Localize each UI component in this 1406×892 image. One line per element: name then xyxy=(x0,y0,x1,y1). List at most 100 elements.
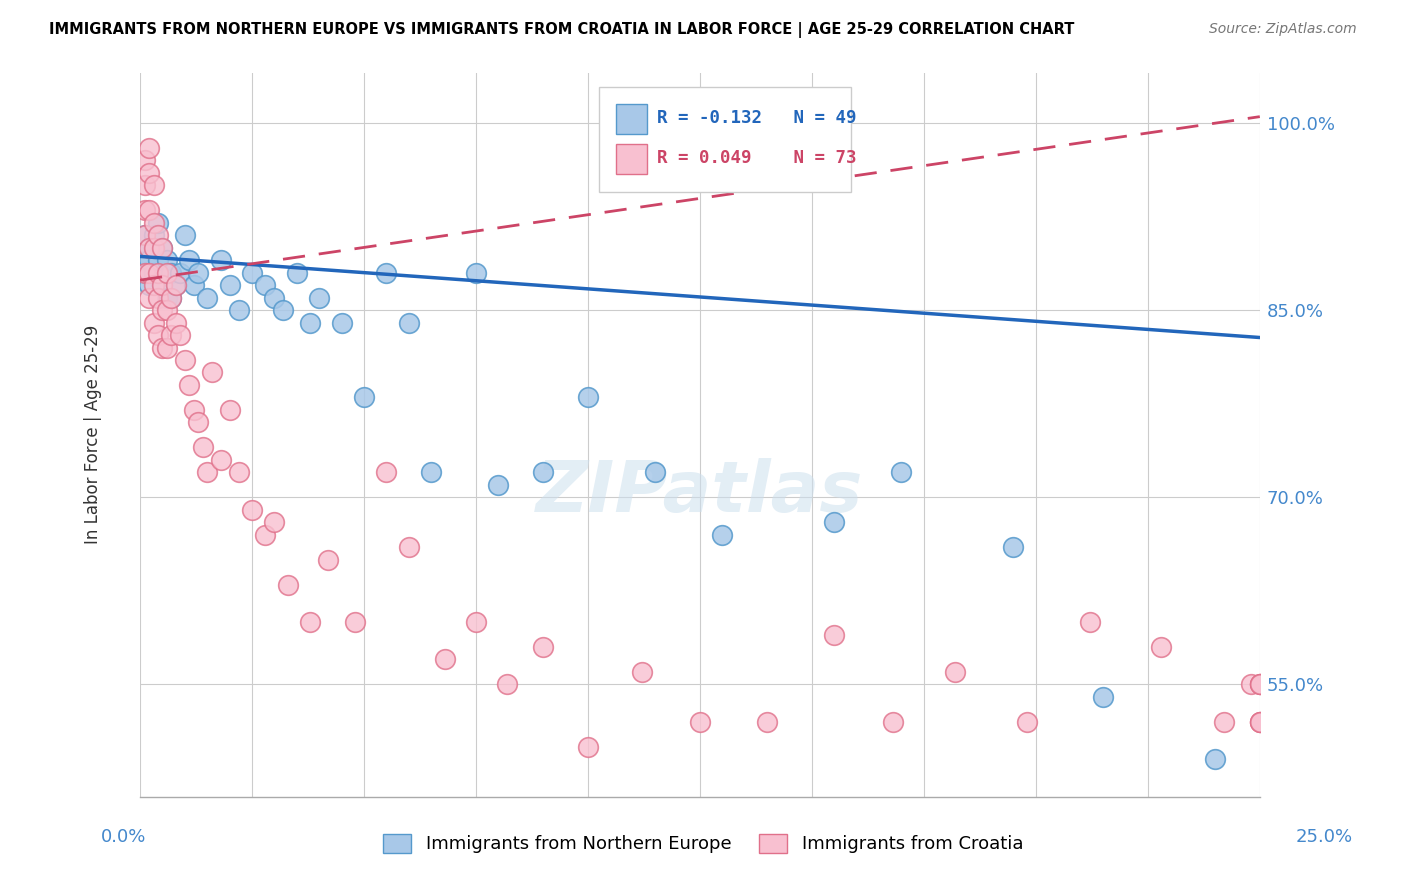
Point xyxy=(138,203,160,218)
Point xyxy=(630,665,652,679)
Point xyxy=(146,291,169,305)
Point xyxy=(152,278,174,293)
Point xyxy=(156,341,179,355)
Point xyxy=(273,303,295,318)
Point xyxy=(156,266,179,280)
Point xyxy=(1249,677,1271,691)
Point xyxy=(134,153,156,168)
Point xyxy=(138,278,160,293)
Point xyxy=(138,141,160,155)
Point xyxy=(134,178,156,193)
Point xyxy=(209,253,232,268)
Point xyxy=(263,515,285,529)
Point xyxy=(195,291,218,305)
Point xyxy=(142,316,165,330)
Point xyxy=(134,253,156,268)
Point xyxy=(165,316,187,330)
Point xyxy=(263,291,285,305)
Text: Source: ZipAtlas.com: Source: ZipAtlas.com xyxy=(1209,22,1357,37)
Point xyxy=(183,403,205,417)
Point xyxy=(1249,714,1271,729)
Point xyxy=(138,166,160,180)
Point xyxy=(375,465,398,479)
Point xyxy=(330,316,353,330)
Point xyxy=(1249,677,1271,691)
Point xyxy=(142,216,165,230)
Point xyxy=(576,391,599,405)
Point xyxy=(218,403,240,417)
Point xyxy=(142,278,165,293)
Point xyxy=(146,266,169,280)
Point xyxy=(152,278,174,293)
Point xyxy=(823,627,845,641)
Point xyxy=(254,527,277,541)
Point xyxy=(138,266,160,280)
Text: 25.0%: 25.0% xyxy=(1295,828,1353,846)
Point xyxy=(142,241,165,255)
Point xyxy=(142,228,165,243)
Text: ZIPatlas: ZIPatlas xyxy=(536,458,863,527)
Point xyxy=(285,266,308,280)
Point xyxy=(1249,714,1271,729)
Point xyxy=(138,291,160,305)
Point xyxy=(191,440,214,454)
Point xyxy=(146,253,169,268)
Point xyxy=(187,416,209,430)
Point xyxy=(183,278,205,293)
Point xyxy=(152,241,174,255)
Point xyxy=(353,391,375,405)
Point xyxy=(134,203,156,218)
Point xyxy=(576,739,599,754)
Point xyxy=(344,615,367,629)
Point xyxy=(160,266,183,280)
Point xyxy=(644,465,666,479)
Point xyxy=(316,552,339,566)
Point xyxy=(531,465,554,479)
Point xyxy=(152,341,174,355)
Point xyxy=(465,266,488,280)
Point xyxy=(1002,540,1025,554)
Point xyxy=(1204,752,1226,766)
Point xyxy=(756,714,779,729)
Point xyxy=(209,452,232,467)
Text: 0.0%: 0.0% xyxy=(101,828,146,846)
Point xyxy=(1150,640,1173,654)
Point xyxy=(1249,714,1271,729)
FancyBboxPatch shape xyxy=(616,104,647,135)
Point xyxy=(187,266,209,280)
Point xyxy=(134,228,156,243)
Point xyxy=(165,278,187,293)
Point xyxy=(146,328,169,343)
Point xyxy=(240,502,263,516)
Point xyxy=(138,241,160,255)
Point xyxy=(943,665,966,679)
Point xyxy=(240,266,263,280)
Point xyxy=(173,228,195,243)
Point xyxy=(142,266,165,280)
Text: IMMIGRANTS FROM NORTHERN EUROPE VS IMMIGRANTS FROM CROATIA IN LABOR FORCE | AGE : IMMIGRANTS FROM NORTHERN EUROPE VS IMMIG… xyxy=(49,22,1074,38)
Point xyxy=(152,303,174,318)
Point xyxy=(433,652,456,666)
Point xyxy=(165,278,187,293)
Point xyxy=(142,178,165,193)
Point xyxy=(1213,714,1236,729)
Point xyxy=(398,540,420,554)
Point xyxy=(531,640,554,654)
FancyBboxPatch shape xyxy=(616,144,647,174)
Text: R = -0.132   N = 49: R = -0.132 N = 49 xyxy=(658,109,856,127)
Point xyxy=(711,527,734,541)
Point xyxy=(146,216,169,230)
Text: In Labor Force | Age 25-29: In Labor Force | Age 25-29 xyxy=(84,326,103,544)
Point xyxy=(138,253,160,268)
Point xyxy=(1078,615,1101,629)
Point xyxy=(134,266,156,280)
Point xyxy=(156,291,179,305)
Point xyxy=(882,714,904,729)
Point xyxy=(1015,714,1038,729)
Point xyxy=(156,253,179,268)
Point xyxy=(486,477,509,491)
Point xyxy=(201,366,224,380)
Point xyxy=(496,677,519,691)
Point xyxy=(134,266,156,280)
Point xyxy=(277,577,299,591)
